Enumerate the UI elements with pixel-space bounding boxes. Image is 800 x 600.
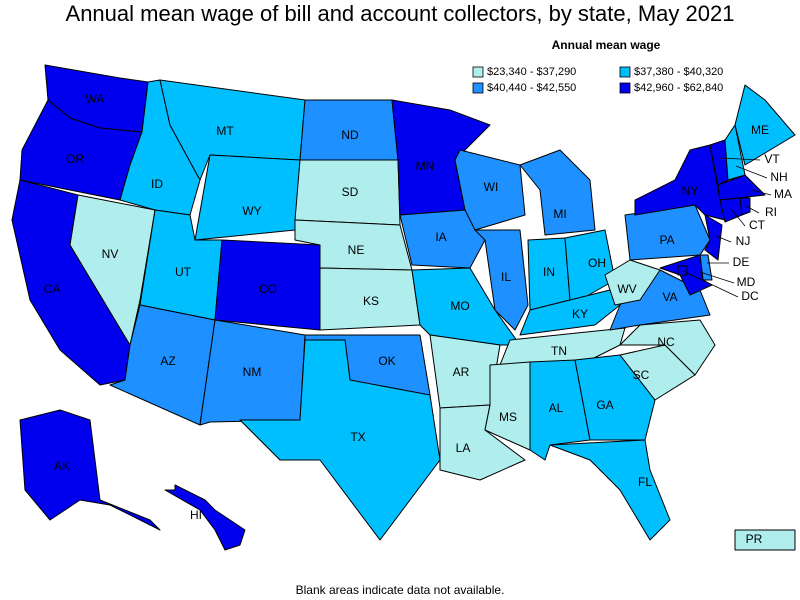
state <box>574 354 656 441</box>
state-label: ND <box>341 128 359 142</box>
leader-line <box>682 270 739 298</box>
legend-label: $37,380 - $40,320 <box>634 66 723 78</box>
leader-line <box>751 189 772 196</box>
state <box>399 209 486 269</box>
state-label: RI <box>765 205 777 219</box>
legend-title: Annual mean wage <box>552 38 661 52</box>
legend-label: $40,440 - $42,550 <box>487 82 576 94</box>
state-label: DC <box>741 289 759 303</box>
state <box>499 327 626 366</box>
leader-line <box>719 157 761 161</box>
state-label: MA <box>774 187 792 201</box>
legend-swatch <box>472 82 484 94</box>
state-label: MT <box>216 124 234 138</box>
state-label: KS <box>363 294 379 308</box>
state-label: VT <box>764 152 780 166</box>
legend-label: $42,960 - $62,840 <box>634 82 723 94</box>
state-label: MS <box>499 410 517 424</box>
state <box>194 154 301 241</box>
state-label: IL <box>501 270 511 284</box>
state <box>734 529 796 551</box>
state-label: MD <box>737 275 756 289</box>
legend-swatch <box>619 66 631 78</box>
state <box>69 194 156 346</box>
state <box>677 265 688 276</box>
map-title: Annual mean wage of bill and account col… <box>66 1 735 26</box>
states <box>11 64 796 551</box>
state-label: MI <box>553 207 566 221</box>
state <box>474 229 529 331</box>
state-label: ID <box>151 177 163 191</box>
state <box>734 84 796 166</box>
state-label: LA <box>456 441 471 455</box>
state <box>604 259 661 306</box>
state <box>717 174 766 201</box>
legend-swatch <box>619 82 631 94</box>
state-label: MO <box>450 299 469 313</box>
state-label: WA <box>86 92 105 106</box>
state-label: OK <box>378 354 395 368</box>
state-label: NM <box>243 365 262 379</box>
state-label: NJ <box>736 234 751 248</box>
state-label: WV <box>617 282 636 296</box>
state <box>704 214 723 261</box>
state <box>564 229 616 301</box>
state-label: CA <box>44 282 61 296</box>
state-label: CT <box>749 218 766 232</box>
state-label: WY <box>242 204 261 218</box>
state-label: ME <box>751 123 769 137</box>
state-label: NE <box>348 243 365 257</box>
state-label: NV <box>102 247 119 261</box>
state-label: AR <box>453 365 470 379</box>
state-label: AL <box>549 401 564 415</box>
state <box>519 149 596 236</box>
state-label: OH <box>588 256 606 270</box>
state <box>549 439 671 541</box>
state <box>739 197 751 216</box>
state-label: AZ <box>160 354 175 368</box>
leader-line <box>731 209 746 227</box>
labels: WA OR CA NV ID MT WY UT CO AZ NM ND SD NE KS OK TX MN IA MO… <box>44 92 792 546</box>
state-label: PR <box>746 532 763 546</box>
state-label: VA <box>662 290 677 304</box>
state-label: SD <box>342 185 359 199</box>
leader-line <box>735 165 768 179</box>
state-label: AK <box>54 459 70 473</box>
leader-line <box>715 235 732 243</box>
legend-label: $23,340 - $37,290 <box>487 66 576 78</box>
state-label: NY <box>682 184 699 198</box>
state-label: TX <box>350 430 365 444</box>
legend-swatch <box>472 66 484 78</box>
state <box>119 79 201 216</box>
state-label: KY <box>572 307 588 321</box>
state <box>19 409 161 531</box>
state-label: SC <box>633 368 650 382</box>
state-label: HI <box>190 508 202 522</box>
state-label: CO <box>259 282 277 296</box>
state-label: OR <box>66 152 84 166</box>
state-label: PA <box>659 233 674 247</box>
state-label: MN <box>416 159 435 173</box>
state-label: TN <box>551 344 567 358</box>
state <box>484 361 531 451</box>
state-label: IA <box>435 230 446 244</box>
state-label: GA <box>596 398 613 412</box>
state <box>164 484 246 551</box>
state-label: FL <box>638 475 652 489</box>
state-label: IN <box>543 265 555 279</box>
state-label: NH <box>770 170 787 184</box>
state-label: UT <box>175 265 192 279</box>
state-label: WI <box>484 180 499 194</box>
leader-line <box>745 205 760 214</box>
state-label: DE <box>733 255 750 269</box>
footnote: Blank areas indicate data not available. <box>296 583 505 597</box>
state <box>239 339 441 541</box>
leader-line <box>699 271 735 284</box>
state-label: NC <box>657 335 675 349</box>
